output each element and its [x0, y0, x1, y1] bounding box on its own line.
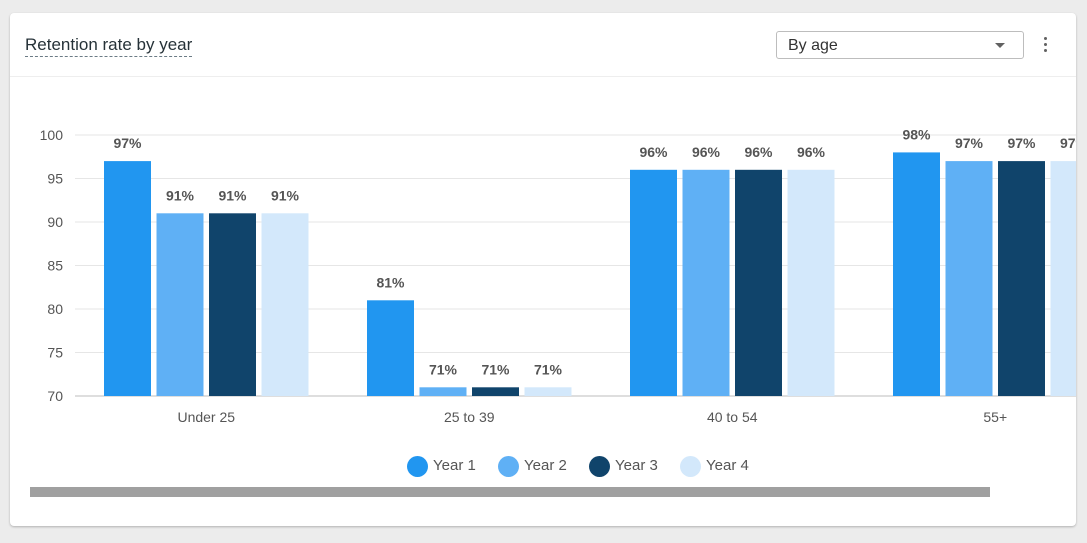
data-label: 96%	[797, 144, 826, 160]
legend-label: Year 2	[524, 457, 567, 474]
data-label: 97%	[955, 135, 984, 151]
data-label: 97%	[1007, 135, 1036, 151]
y-tick-label: 80	[47, 301, 63, 317]
data-label: 81%	[376, 274, 405, 290]
x-tick-label: Under 25	[177, 409, 235, 425]
legend-label: Year 3	[615, 457, 658, 474]
bar[interactable]	[787, 169, 835, 396]
bar[interactable]	[472, 387, 519, 396]
bar[interactable]	[1050, 161, 1077, 396]
more-vert-icon[interactable]	[1040, 36, 1052, 54]
data-label: 96%	[639, 144, 668, 160]
legend-label: Year 4	[706, 457, 749, 474]
data-label: 98%	[902, 126, 931, 142]
x-tick-label: 25 to 39	[444, 409, 495, 425]
data-label: 96%	[692, 144, 721, 160]
y-tick-label: 75	[47, 345, 63, 361]
bar[interactable]	[893, 152, 940, 396]
card-header: Retention rate by year By age	[10, 13, 1076, 77]
bar[interactable]	[419, 387, 467, 396]
bar[interactable]	[156, 213, 204, 396]
dropdown-selected-value: By age	[788, 37, 838, 54]
data-label: 71%	[534, 361, 563, 377]
legend-swatch	[680, 456, 701, 477]
bar[interactable]	[367, 300, 414, 396]
bar[interactable]	[945, 161, 993, 396]
y-tick-label: 100	[40, 127, 64, 143]
bar[interactable]	[630, 169, 677, 396]
chart-legend: Year 1 Year 2 Year 3 Year 4	[10, 454, 1076, 478]
caret-down-icon	[995, 43, 1005, 48]
bar[interactable]	[209, 213, 256, 396]
x-tick-label: 40 to 54	[707, 409, 758, 425]
data-label: 91%	[166, 187, 195, 203]
bar[interactable]	[104, 161, 151, 396]
data-label: 96%	[744, 144, 773, 160]
data-label: 91%	[271, 187, 300, 203]
bar-chart: 70 75 80 85 90 95 100 97% 91% 91% 91% Under 25 81% 71…	[40, 126, 1077, 425]
bar[interactable]	[682, 169, 730, 396]
y-tick-label: 85	[47, 258, 63, 274]
y-tick-label: 90	[47, 214, 63, 230]
chart-card: Retention rate by year By age 70 75 80 85 90…	[10, 13, 1076, 526]
bar[interactable]	[261, 213, 309, 396]
legend-swatch	[498, 456, 519, 477]
y-tick-label: 95	[47, 171, 63, 187]
data-label: 71%	[429, 361, 458, 377]
data-label: 97%	[113, 135, 142, 151]
data-label: 71%	[481, 361, 510, 377]
legend-label: Year 1	[433, 457, 476, 474]
chart-title[interactable]: Retention rate by year	[25, 35, 193, 57]
bar[interactable]	[524, 387, 572, 396]
data-label: 91%	[218, 187, 247, 203]
legend-swatch	[407, 456, 428, 477]
bar[interactable]	[998, 161, 1045, 396]
x-tick-label: 55+	[983, 409, 1007, 425]
horizontal-scrollbar[interactable]	[30, 487, 990, 497]
y-tick-label: 70	[47, 388, 63, 404]
group-by-dropdown[interactable]: By age	[776, 31, 1024, 59]
legend-swatch	[589, 456, 610, 477]
data-label: 97%	[1060, 135, 1076, 151]
bar[interactable]	[735, 169, 782, 396]
